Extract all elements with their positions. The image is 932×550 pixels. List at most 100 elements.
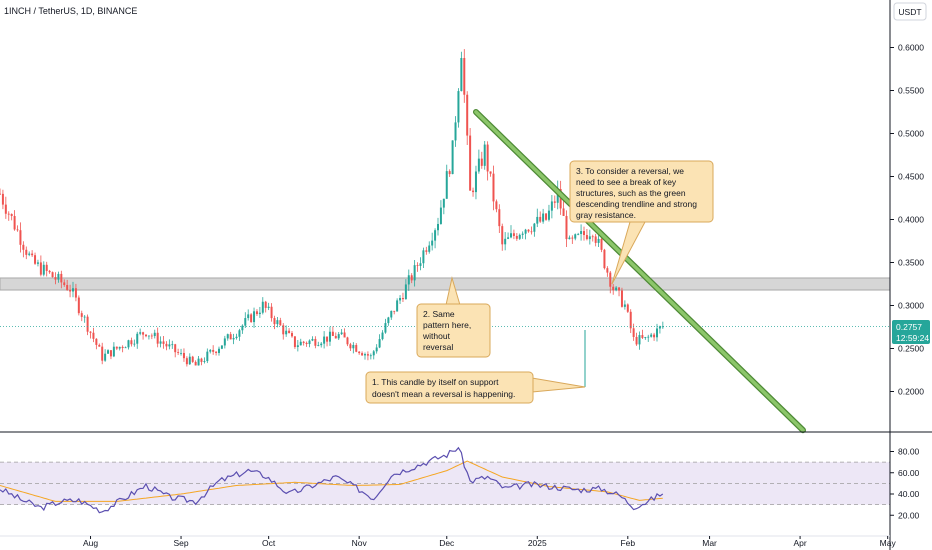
candle-body: [112, 346, 115, 357]
candle-body: [431, 240, 434, 246]
candle-body: [232, 338, 235, 340]
rsi-pane: [0, 446, 890, 514]
candle-body: [270, 306, 273, 319]
candle-body: [483, 144, 486, 166]
candle-body: [305, 342, 308, 345]
candle-body: [635, 336, 638, 345]
candle-body: [469, 135, 472, 191]
candle-body: [361, 353, 364, 356]
candle-body: [334, 335, 337, 339]
candle-body: [501, 226, 504, 245]
candle-body: [428, 245, 431, 252]
candle-body: [396, 300, 399, 312]
countdown-label: 12:59:24: [896, 333, 929, 343]
candle-body: [545, 213, 548, 220]
price-tick-label: 0.5500: [898, 86, 924, 96]
note-3-line-3: structures, such as the green: [576, 188, 686, 198]
candle-body: [127, 340, 130, 348]
note-3[interactable]: 3. To consider a reversal, we need to se…: [569, 160, 714, 223]
candle-body: [238, 330, 241, 337]
candle-body: [591, 236, 594, 238]
candle-body: [229, 334, 232, 340]
rsi-axis[interactable]: 80.00 60.00 40.00 20.00: [890, 447, 920, 521]
rsi-tick-label: 20.00: [898, 510, 920, 520]
candle-body: [451, 140, 454, 175]
candle-body: [293, 336, 296, 348]
candle-body: [174, 344, 177, 353]
candle-body: [419, 263, 422, 266]
time-tick-label: Dec: [439, 538, 455, 548]
currency-button[interactable]: [893, 2, 927, 21]
price-tick-label: 0.4500: [898, 172, 924, 182]
time-tick-label: Mar: [702, 538, 717, 548]
candle-body: [255, 311, 258, 315]
note-2-pointer: [445, 276, 461, 306]
candle-body: [620, 290, 623, 307]
candle-body: [197, 358, 200, 366]
candle-body: [539, 216, 542, 222]
candle-body: [104, 353, 107, 361]
candle-body: [556, 189, 559, 203]
candle-body: [629, 311, 632, 329]
candle-body: [472, 190, 475, 193]
candle-body: [39, 262, 42, 275]
candle-body: [466, 94, 469, 136]
note-1[interactable]: 1. This candle by itself on support does…: [365, 371, 534, 404]
candle-body: [34, 255, 37, 264]
candle-body: [434, 230, 437, 241]
candle-body: [550, 201, 553, 211]
note-1-line-2: doesn't mean a reversal is happening.: [372, 389, 515, 399]
candle-body: [92, 332, 95, 339]
candle-body: [247, 314, 250, 319]
candle-body: [279, 320, 282, 326]
candle-body: [107, 350, 110, 354]
candle-body: [364, 354, 366, 356]
candle-body: [328, 331, 331, 342]
candle-body: [168, 344, 171, 347]
candle-body: [562, 208, 565, 216]
candle-body: [445, 171, 448, 199]
candle-body: [606, 268, 609, 273]
candle-body: [612, 286, 615, 291]
candle-body: [31, 253, 34, 256]
current-price-badge: [892, 320, 930, 344]
note-2[interactable]: 2. Same pattern here, without reversal: [416, 303, 491, 358]
rsi-tick-label: 80.00: [898, 447, 920, 457]
candle-body: [80, 313, 83, 317]
time-tick-label: 2025: [528, 538, 547, 548]
candle-body: [641, 335, 644, 338]
time-axis[interactable]: Aug Sep Oct Nov Dec 2025 Feb Mar Apr May: [83, 536, 896, 548]
candle-body: [0, 193, 1, 195]
candle-body: [393, 310, 396, 312]
candle-body: [583, 231, 585, 236]
candle-body: [7, 213, 10, 215]
candle-body: [410, 275, 413, 281]
candle-body: [285, 330, 288, 335]
note-3-line-1: 3. To consider a reversal, we: [576, 166, 684, 176]
candle-body: [28, 253, 31, 255]
time-tick-label: Sep: [173, 538, 188, 548]
candle-body: [460, 58, 463, 92]
candles: [0, 49, 664, 367]
current-price-label: 0.2757: [896, 322, 922, 332]
candle-body: [250, 314, 253, 323]
candle-body: [109, 350, 112, 357]
candle-body: [244, 318, 247, 326]
note-3-line-5: gray resistance.: [576, 210, 636, 220]
candle-body: [416, 265, 419, 266]
candle-body: [650, 334, 653, 337]
candle-body: [63, 282, 66, 286]
candle-body: [504, 238, 507, 245]
candle-body: [302, 341, 305, 343]
candle-body: [618, 287, 621, 291]
candle-body: [253, 311, 256, 323]
candle-body: [658, 326, 661, 329]
candle-body: [346, 337, 349, 345]
price-axis[interactable]: 0.6000 0.5500 0.5000 0.4500 0.4000 0.3500 0.30…: [890, 43, 924, 397]
candle-body: [448, 171, 451, 175]
note-3-pointer: [611, 221, 646, 285]
price-pane[interactable]: [0, 0, 890, 432]
candle-body: [510, 233, 512, 238]
candle-body: [349, 344, 352, 349]
